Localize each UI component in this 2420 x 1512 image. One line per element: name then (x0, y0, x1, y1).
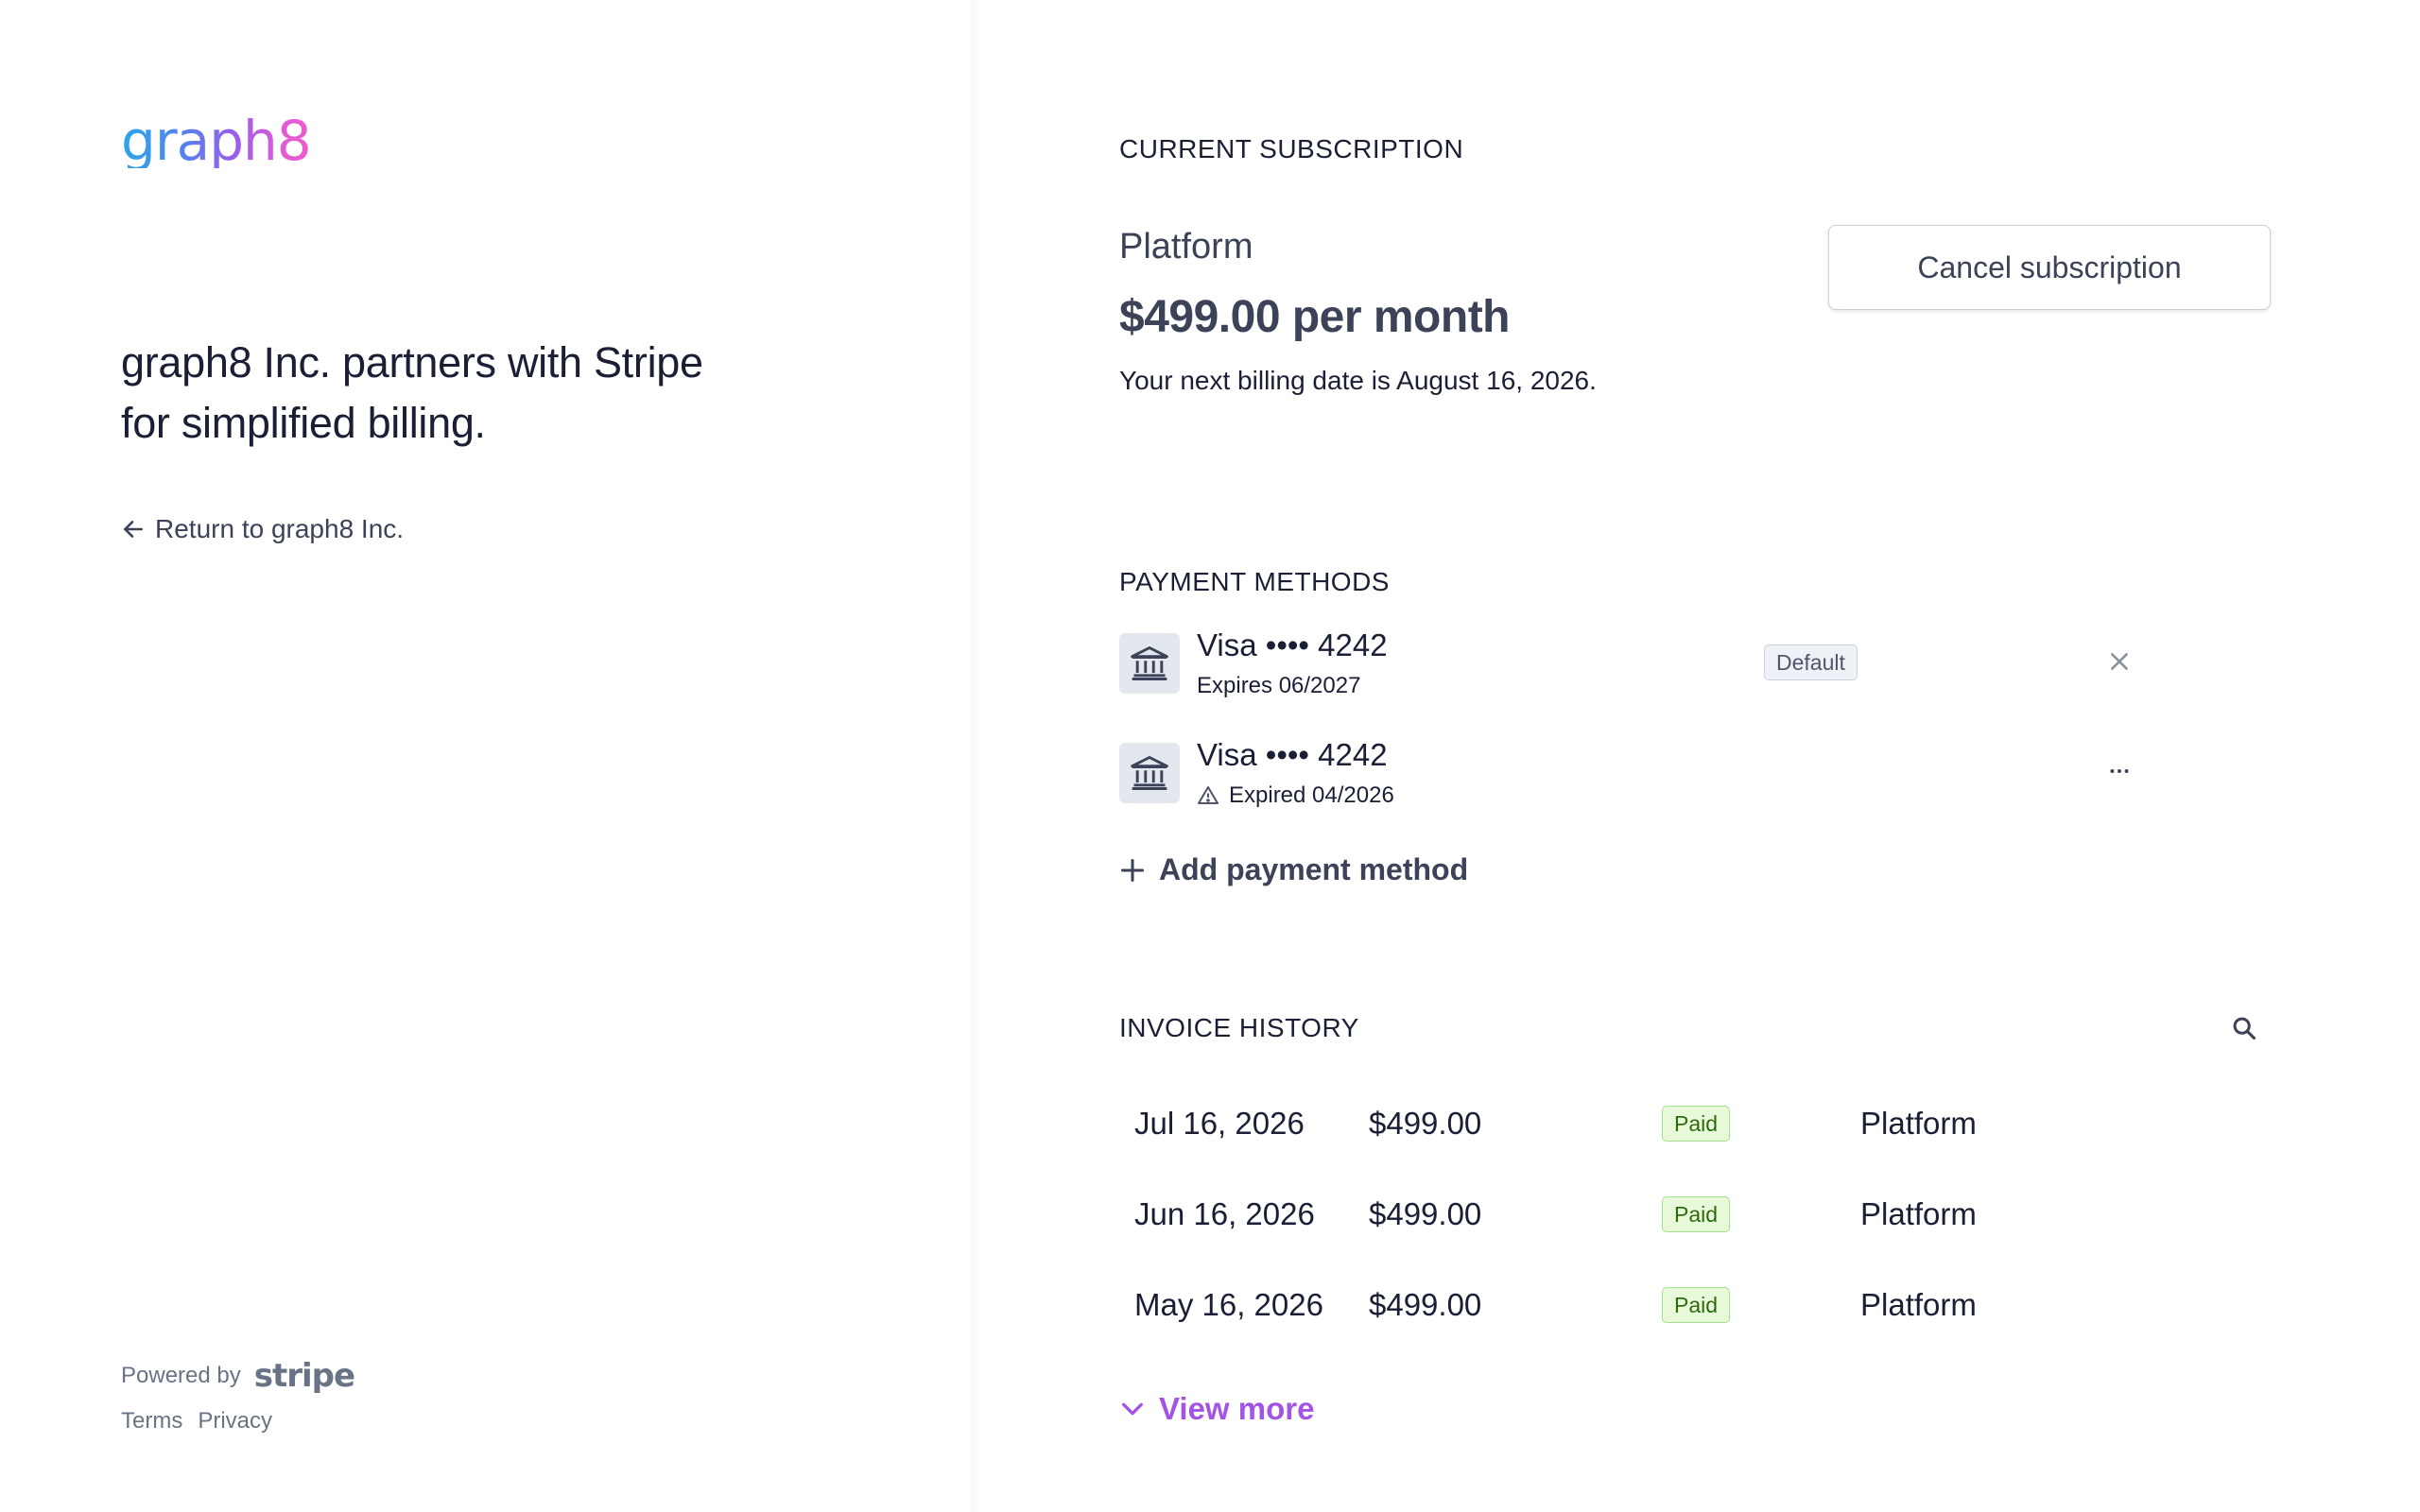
more-horizontal-icon (2110, 769, 2129, 773)
invoice-plan: Platform (1860, 1287, 1977, 1322)
graph8-logo[interactable]: graph8 (121, 109, 312, 173)
tagline: graph8 Inc. partners with Stripe for sim… (121, 338, 703, 447)
privacy-link[interactable]: Privacy (198, 1408, 273, 1434)
invoice-amount: $499.00 (1369, 1106, 1482, 1141)
payment-method-expiry: Expired 04/2026 (1197, 782, 1394, 809)
payment-method-more-button[interactable] (2102, 754, 2136, 788)
payment-method-title: Visa •••• 4242 (1197, 737, 1388, 772)
plus-icon (1120, 858, 1145, 882)
invoice-amount: $499.00 (1369, 1196, 1482, 1231)
plan-name: Platform (1119, 227, 1253, 266)
invoice-search-button[interactable] (2229, 1013, 2259, 1043)
branding-panel: graph8 graph8 Inc. partners with Stripe … (0, 0, 970, 1512)
invoice-row[interactable]: Jul 16, 2026 $499.00 Paid Platform (1119, 1091, 2273, 1157)
invoice-status-badge: Paid (1662, 1196, 1731, 1232)
default-badge: Default (1764, 644, 1858, 680)
payment-method-expiry: Expires 06/2027 (1197, 673, 1360, 699)
invoice-status-badge: Paid (1662, 1106, 1731, 1142)
warning-icon (1198, 786, 1219, 804)
invoice-date: Jul 16, 2026 (1134, 1106, 1305, 1141)
powered-by-label: Powered by (121, 1363, 241, 1388)
invoice-date: Jun 16, 2026 (1134, 1196, 1315, 1231)
plan-price: $499.00 per month (1119, 292, 1511, 342)
payment-method-expiry-text: Expired 04/2026 (1229, 782, 1394, 808)
view-more-label: View more (1159, 1391, 1315, 1426)
powered-by: Powered by stripe (121, 1357, 355, 1395)
remove-payment-method-button[interactable] (2102, 644, 2136, 679)
payment-method-expiry-text: Expires 06/2027 (1197, 673, 1361, 698)
invoice-plan: Platform (1860, 1196, 1977, 1231)
return-link-label: Return to graph8 Inc. (155, 514, 405, 543)
invoice-row[interactable]: May 16, 2026 $499.00 Paid Platform (1119, 1272, 2273, 1338)
payment-method-title: Visa •••• 4242 (1197, 627, 1388, 662)
portal-content: CURRENT SUBSCRIPTION Platform $499.00 pe… (970, 0, 2420, 1512)
bank-icon (1119, 743, 1180, 803)
search-icon (2233, 1017, 2256, 1040)
payment-methods-heading: PAYMENT METHODS (1119, 567, 1390, 596)
invoice-plan: Platform (1860, 1106, 1977, 1141)
close-icon (2111, 653, 2128, 670)
add-payment-method-label: Add payment method (1159, 852, 1469, 886)
payment-method-row: Visa •••• 4242 Expires 06/2027 Default (1119, 627, 2128, 699)
payment-method-row: Visa •••• 4242 Expired 04/2026 (1119, 737, 2129, 809)
add-payment-method-button[interactable]: Add payment method (1119, 852, 1468, 887)
subscription-heading: CURRENT SUBSCRIPTION (1119, 134, 1464, 163)
terms-link[interactable]: Terms (121, 1408, 183, 1434)
view-more-button[interactable]: View more (1119, 1391, 1314, 1427)
invoice-history-heading: INVOICE HISTORY (1119, 1013, 1359, 1042)
billing-note: Your next billing date is August 16, 202… (1119, 366, 1597, 395)
footer-links: Terms Privacy (121, 1408, 272, 1435)
invoice-status-badge: Paid (1662, 1287, 1731, 1323)
bank-icon (1119, 633, 1180, 694)
invoice-row[interactable]: Jun 16, 2026 $499.00 Paid Platform (1119, 1181, 2273, 1247)
arrow-left-icon (124, 521, 143, 538)
cancel-subscription-button[interactable]: Cancel subscription (1828, 225, 2271, 310)
invoice-amount: $499.00 (1369, 1287, 1482, 1322)
stripe-logo[interactable]: stripe (253, 1357, 355, 1395)
invoice-date: May 16, 2026 (1134, 1287, 1323, 1322)
chevron-down-icon (1122, 1402, 1143, 1416)
return-link[interactable]: Return to graph8 Inc. (121, 512, 404, 546)
